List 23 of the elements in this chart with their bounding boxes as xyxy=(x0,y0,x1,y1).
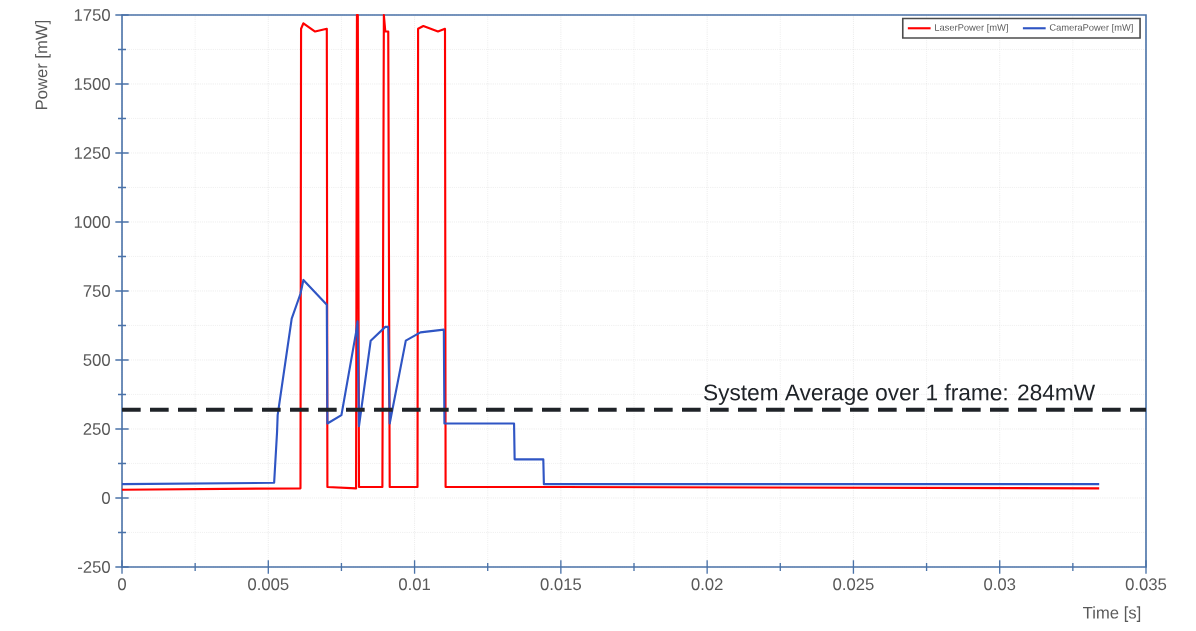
legend-label: CameraPower [mW] xyxy=(1049,23,1133,33)
y-tick-label: 500 xyxy=(83,354,110,366)
y-tick-label: 1500 xyxy=(74,78,110,90)
x-tick-label: 0.025 xyxy=(833,578,874,591)
y-tick-label: 750 xyxy=(83,285,110,297)
line-series xyxy=(120,278,1101,486)
y-tick-label: 1750 xyxy=(74,9,110,21)
x-tick-label: 0.005 xyxy=(248,578,289,591)
y-tick-label: 1250 xyxy=(74,147,110,159)
x-axis-title: Time [s] xyxy=(1083,606,1141,622)
y-tick-label: 250 xyxy=(83,423,110,435)
y-axis-title: Power [mW] xyxy=(35,20,51,110)
y-tick-label: -250 xyxy=(78,561,110,573)
x-tick-label: 0.03 xyxy=(984,578,1016,591)
annotation: System Average over 1 frame: 284mW xyxy=(704,383,1096,405)
x-tick-label: 0.02 xyxy=(691,578,723,591)
x-tick-label: 0.015 xyxy=(540,578,582,591)
x-tick-label: 0.01 xyxy=(399,578,430,591)
y-tick-label: 1000 xyxy=(74,216,110,228)
y-tick-label: 0 xyxy=(102,492,110,504)
x-tick-label: 0.035 xyxy=(1125,578,1167,591)
x-tick-label: 0 xyxy=(118,578,126,591)
legend-label: LaserPower [mW] xyxy=(935,23,1008,33)
